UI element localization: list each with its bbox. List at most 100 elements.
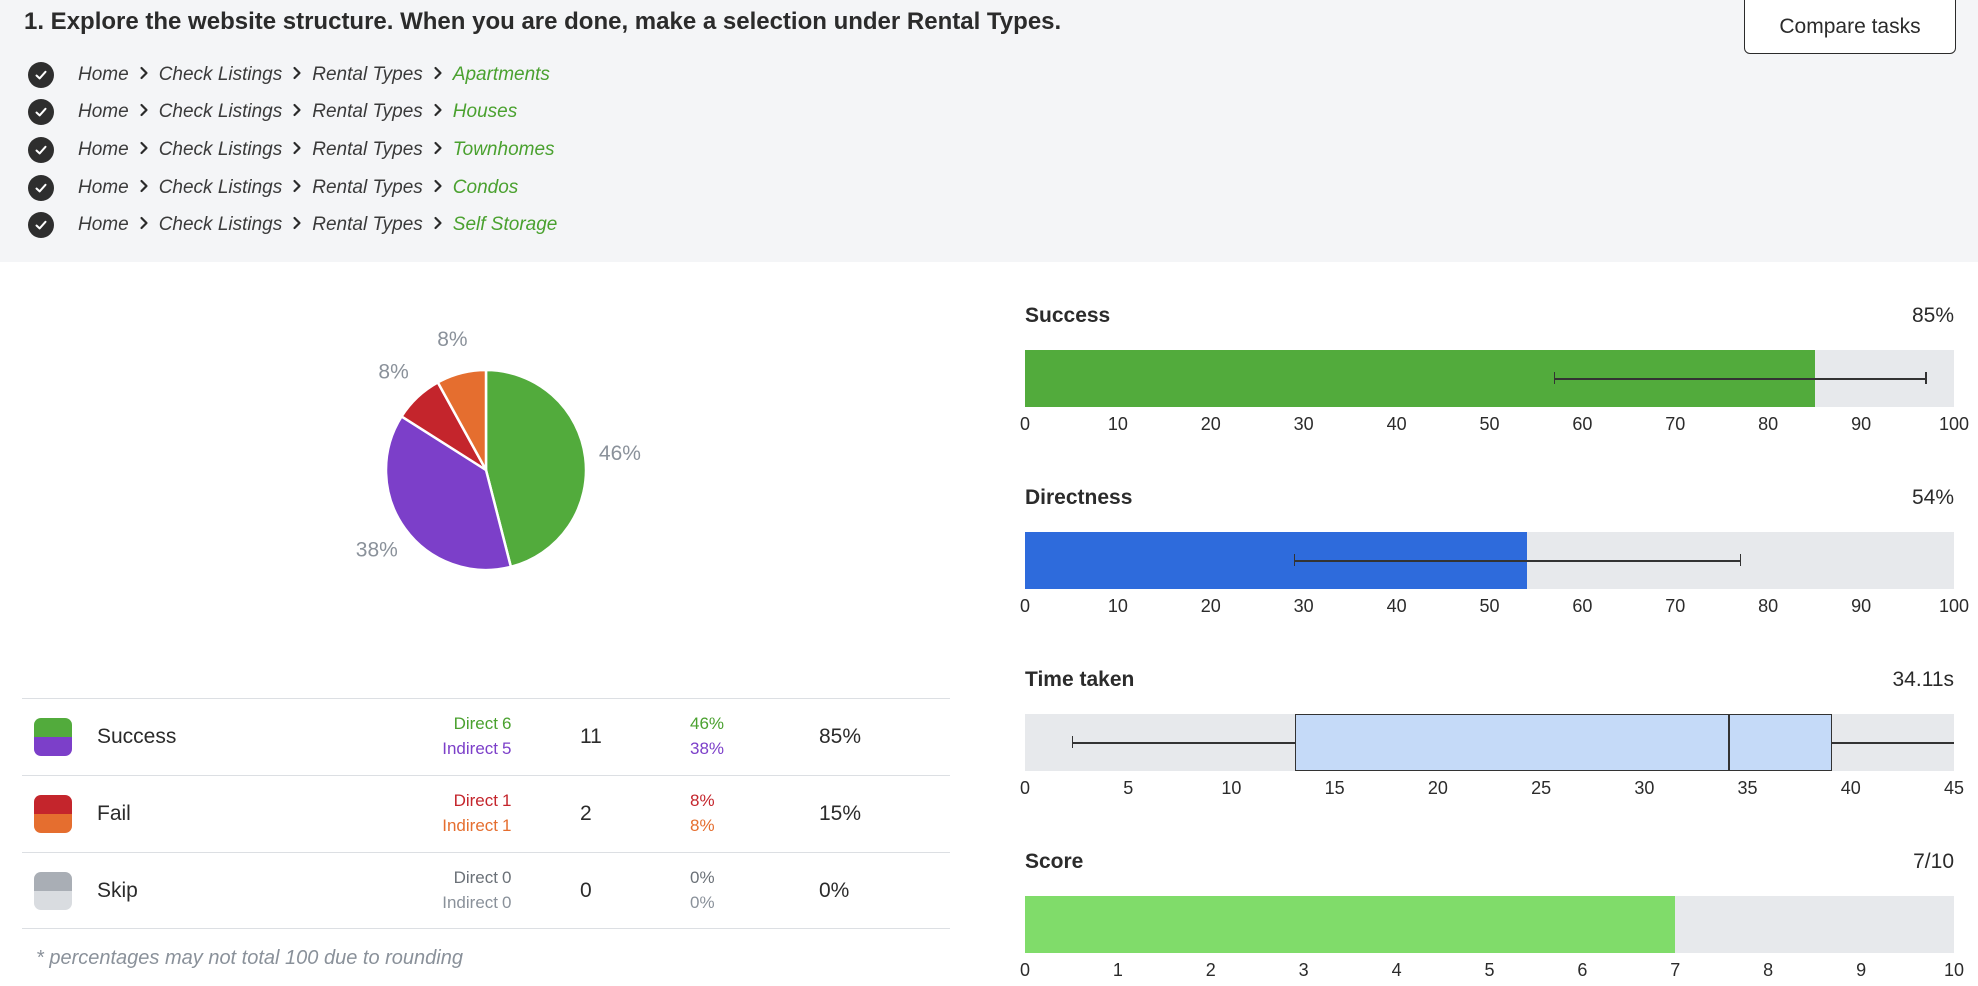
success-bar-track xyxy=(1025,350,1954,407)
axis-tick-label: 4 xyxy=(1391,960,1402,980)
breadcrumb-segment[interactable]: Check Listings xyxy=(158,214,283,236)
skip-direct-percent: 0% xyxy=(690,868,715,887)
skip-direct-label: Direct xyxy=(453,868,498,887)
breadcrumb-segment[interactable]: Home xyxy=(78,214,129,236)
chevron-right-icon xyxy=(423,177,453,199)
breadcrumb-segment[interactable]: Check Listings xyxy=(158,138,283,160)
breadcrumb-final-selection[interactable]: Self Storage xyxy=(452,214,558,236)
axis-tick-label: 10 xyxy=(1943,960,1965,980)
chevron-right-icon xyxy=(282,101,312,123)
fail-color-swatch xyxy=(34,795,72,833)
skip-label: Skip xyxy=(97,879,138,902)
compare-tasks-button[interactable]: Compare tasks xyxy=(1744,0,1956,54)
success-direct-label: Direct xyxy=(453,714,498,733)
axis-tick-label: 90 xyxy=(1851,596,1872,616)
axis-tick-label: 35 xyxy=(1737,778,1758,798)
axis-tick-label: 25 xyxy=(1531,778,1552,798)
axis-tick-label: 20 xyxy=(1200,596,1221,616)
pie-slice-success-indirect[interactable] xyxy=(384,415,513,572)
results-row-skip: Skip Direct Indirect 0 0 0 0% 0% 0% xyxy=(22,852,950,929)
breadcrumb-segment[interactable]: Check Listings xyxy=(158,63,283,85)
check-circle-icon xyxy=(28,212,54,239)
axis-tick-label: 0 xyxy=(1019,414,1031,434)
time-whisker-low xyxy=(1072,742,1296,744)
axis-tick-label: 0 xyxy=(1019,778,1031,798)
axis-tick-label: 40 xyxy=(1840,778,1861,798)
fail-direct-count: 1 xyxy=(502,791,512,810)
breadcrumb-final-selection[interactable]: Townhomes xyxy=(452,138,555,160)
directness-axis: 0 10 20 30 40 50 60 70 80 90 100 xyxy=(1020,596,1969,620)
directness-bar-track xyxy=(1025,532,1954,589)
success-direct-percent: 46% xyxy=(690,714,725,733)
breadcrumb-segment[interactable]: Rental Types xyxy=(312,138,423,160)
confidence-interval-cap xyxy=(1293,554,1296,566)
score-value: 7/10 xyxy=(1913,850,1954,873)
breadcrumb-segment[interactable]: Rental Types xyxy=(312,101,423,123)
time-taken-title: Time taken xyxy=(1025,668,1135,691)
pie-slice-label: 46% xyxy=(599,442,641,465)
breadcrumb-segment[interactable]: Rental Types xyxy=(312,214,423,236)
axis-tick-label: 80 xyxy=(1758,596,1779,616)
axis-tick-label: 30 xyxy=(1293,596,1314,616)
axis-tick-label: 45 xyxy=(1943,778,1965,798)
breadcrumb-final-selection[interactable]: Condos xyxy=(452,176,519,198)
path-row: Home Check Listings Rental Types Condos xyxy=(28,169,557,207)
success-value: 85% xyxy=(1911,304,1954,327)
success-indirect-count: 5 xyxy=(502,739,512,758)
score-bar-track xyxy=(1025,896,1954,953)
breadcrumb-segment[interactable]: Rental Types xyxy=(312,63,423,85)
confidence-interval-cap xyxy=(1553,372,1556,384)
axis-tick-label: 20 xyxy=(1200,414,1221,434)
axis-tick-label: 50 xyxy=(1479,596,1500,616)
axis-tick-label: 5 xyxy=(1484,960,1495,980)
breadcrumb-segment[interactable]: Check Listings xyxy=(158,176,283,198)
correct-paths-list: Home Check Listings Rental Types Apartments… xyxy=(28,56,557,244)
path-row: Home Check Listings Rental Types Self Stora… xyxy=(28,206,557,244)
check-circle-icon xyxy=(28,136,54,163)
fail-indirect-percent: 8% xyxy=(690,816,715,835)
confidence-interval-line xyxy=(1554,378,1927,380)
time-whisker-cap xyxy=(1071,736,1074,748)
skip-overall-percent: 0% xyxy=(819,879,850,902)
chevron-right-icon xyxy=(129,177,159,199)
breadcrumb-segment[interactable]: Home xyxy=(78,101,129,123)
breadcrumb-final-selection[interactable]: Houses xyxy=(452,101,518,123)
success-color-swatch xyxy=(34,718,72,756)
axis-tick-label: 30 xyxy=(1293,414,1314,434)
axis-tick-label: 3 xyxy=(1298,960,1309,980)
axis-tick-label: 10 xyxy=(1221,778,1242,798)
time-iqr-box xyxy=(1295,714,1833,771)
fail-overall-percent: 15% xyxy=(819,802,862,825)
results-table: Success Direct Indirect 6 5 11 46% 38% 85% Fail Di… xyxy=(22,698,950,929)
score-bar-fill xyxy=(1025,896,1676,953)
axis-tick-label: 100 xyxy=(1938,414,1970,434)
skip-indirect-label: Indirect xyxy=(442,893,498,912)
breadcrumb-final-selection[interactable]: Apartments xyxy=(452,63,550,85)
chevron-right-icon xyxy=(423,64,453,86)
pie-slice-label: 8% xyxy=(378,361,408,384)
axis-tick-label: 5 xyxy=(1123,778,1134,798)
skip-indirect-count: 0 xyxy=(502,893,512,912)
chevron-right-icon xyxy=(423,101,453,123)
axis-tick-label: 30 xyxy=(1634,778,1655,798)
pie-slice-fail-indirect[interactable] xyxy=(436,368,488,472)
axis-tick-label: 0 xyxy=(1019,596,1031,616)
axis-tick-label: 40 xyxy=(1386,596,1407,616)
breadcrumb-segment[interactable]: Check Listings xyxy=(158,101,283,123)
breadcrumb-segment[interactable]: Home xyxy=(78,138,129,160)
success-title: Success xyxy=(1025,304,1111,327)
axis-tick-label: 60 xyxy=(1572,414,1593,434)
chevron-right-icon xyxy=(129,139,159,161)
axis-tick-label: 40 xyxy=(1386,414,1407,434)
skip-color-swatch xyxy=(34,872,72,910)
pie-slice-success-direct[interactable] xyxy=(484,368,588,569)
task-header: 1. Explore the website structure. When y… xyxy=(0,0,1978,262)
fail-direct-label: Direct xyxy=(453,791,498,810)
breadcrumb-segment[interactable]: Rental Types xyxy=(312,176,423,198)
breadcrumb-segment[interactable]: Home xyxy=(78,176,129,198)
axis-tick-label: 6 xyxy=(1577,960,1588,980)
success-total-count: 11 xyxy=(580,725,602,748)
axis-tick-label: 100 xyxy=(1938,596,1970,616)
breadcrumb-segment[interactable]: Home xyxy=(78,63,129,85)
axis-tick-label: 70 xyxy=(1665,414,1686,434)
